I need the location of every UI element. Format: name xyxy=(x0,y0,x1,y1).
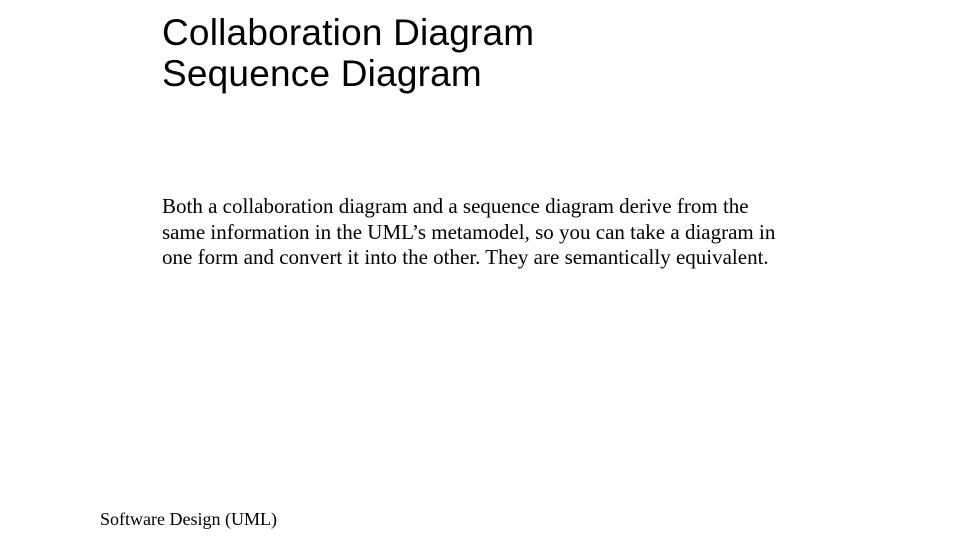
footer-text: Software Design (UML) xyxy=(100,509,277,529)
slide-title: Collaboration Diagram Sequence Diagram xyxy=(162,12,534,95)
body-paragraph: Both a collaboration diagram and a seque… xyxy=(162,194,788,271)
slide-body: Both a collaboration diagram and a seque… xyxy=(162,194,788,271)
title-line-2: Sequence Diagram xyxy=(162,53,534,94)
title-line-1: Collaboration Diagram xyxy=(162,12,534,53)
slide-footer: Software Design (UML) xyxy=(100,509,277,530)
